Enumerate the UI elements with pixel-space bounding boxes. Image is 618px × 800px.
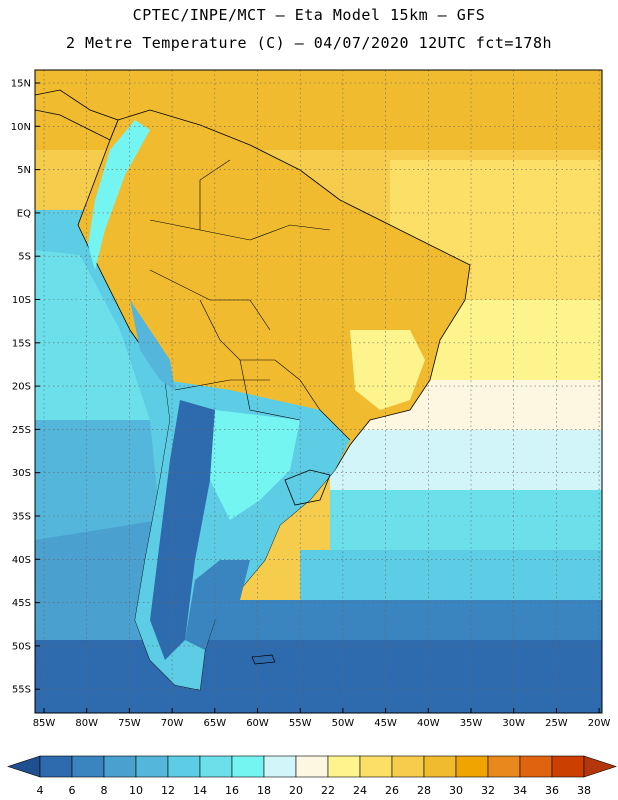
colorbar-swatch [199,755,233,778]
andes-cold-region [150,400,215,660]
lat-label: 10S [12,295,31,306]
lon-label: 50W [332,718,355,729]
colorbar-tick-label: 22 [321,784,335,797]
colorbar-swatch [327,755,361,778]
colorbar: 4 6 8 10 12 14 16 18 20 22 24 26 28 30 32 34 36 38 [7,755,617,797]
lon-label: 60W [246,718,269,729]
colorbar-swatch [391,755,425,778]
colorbar-swatch [71,755,105,778]
lat-label: 15S [12,338,31,349]
lon-label: 75W [118,718,141,729]
map-title-line1: CPTEC/INPE/MCT – Eta Model 15km – GFS [132,6,486,24]
lat-label: 5N [17,165,31,176]
colorbar-tick-label: 28 [417,784,431,797]
lon-label: 20W [588,718,611,729]
lon-label: 25W [545,718,568,729]
colorbar-tick-label: 10 [129,784,143,797]
lon-label: 80W [75,718,98,729]
lat-label: 20S [12,382,31,393]
colorbar-tick-label: 18 [257,784,271,797]
lon-label: 70W [161,718,184,729]
colorbar-tick-label: 36 [545,784,559,797]
lat-lon-grid [35,70,602,713]
colorbar-swatch [167,755,201,778]
colorbar-tick-label: 30 [449,784,463,797]
colorbar-swatch [551,755,585,778]
band-far-south [35,640,602,713]
lat-label: 55S [12,685,31,696]
colorbar-tick-label: 14 [193,784,207,797]
lat-label: EQ [17,208,31,219]
lat-label: 45S [12,598,31,609]
colorbar-swatch [103,755,137,778]
lon-label: 35W [460,718,483,729]
colorbar-tick-label: 26 [385,784,399,797]
colorbar-swatch [39,755,73,778]
colorbar-tick-label: 16 [225,784,239,797]
lon-label: 30W [502,718,525,729]
lon-label: 45W [374,718,397,729]
brazil-highlands [350,330,425,410]
band-atlantic-30s [330,490,602,550]
lon-label: 55W [289,718,312,729]
colorbar-swatch [455,755,489,778]
latitude-labels: 15N 10N 5N EQ 5S 10S 15S 20S 25S 30S 35S 40S 45S 50S 5… [11,79,40,696]
colorbar-swatch [135,755,169,778]
band-atlantic-25s [330,430,602,490]
lat-label: 30S [12,468,31,479]
map-title-line2: 2 Metre Temperature (C) – 04/07/2020 12U… [65,34,553,52]
colorbar-swatch [263,755,297,778]
colorbar-tick-label: 6 [69,784,76,797]
lon-label: 40W [417,718,440,729]
patagonia-region [185,560,250,650]
pacific-coastal-band [35,250,150,420]
colorbar-tick-label: 38 [577,784,591,797]
lat-label: 10N [11,122,31,133]
colorbar-tick-label: 20 [289,784,303,797]
plot-frame [34,69,603,714]
lat-label: 35S [12,512,31,523]
central-america-land [35,89,119,141]
country-borders [149,159,351,441]
colorbar-swatch [231,755,265,778]
central-andes [130,300,175,390]
colorbar-tick-label: 4 [37,784,44,797]
colorbar-swatch [423,755,457,778]
colorbar-swatch [359,755,393,778]
colorbar-below-arrow [7,755,41,778]
colorbar-tick-label: 12 [161,784,175,797]
pampas-region [210,410,300,520]
northern-andes [88,120,150,270]
falkland-islands [251,654,276,665]
colorbar-tick-label: 24 [353,784,367,797]
colorbar-tick-label: 8 [101,784,108,797]
colorbar-swatch [519,755,553,778]
longitude-labels: 85W 80W 75W 70W 65W 60W 55W 50W 45W 40W 35W 30W 25W 2… [33,708,611,729]
colorbar-tick-label: 34 [513,784,527,797]
colorbar-tick-label: 32 [481,784,495,797]
lon-label: 65W [203,718,226,729]
colorbar-above-arrow [583,755,617,778]
lat-label: 50S [12,641,31,652]
lat-label: 5S [18,252,31,263]
lon-label: 85W [33,718,56,729]
lat-label: 15N [11,79,31,90]
uruguay-outline [284,469,331,506]
colorbar-swatch [295,755,329,778]
pacific-south-band [35,520,170,640]
colorbar-swatch [487,755,521,778]
lat-label: 25S [12,425,31,436]
lat-label: 40S [12,555,31,566]
